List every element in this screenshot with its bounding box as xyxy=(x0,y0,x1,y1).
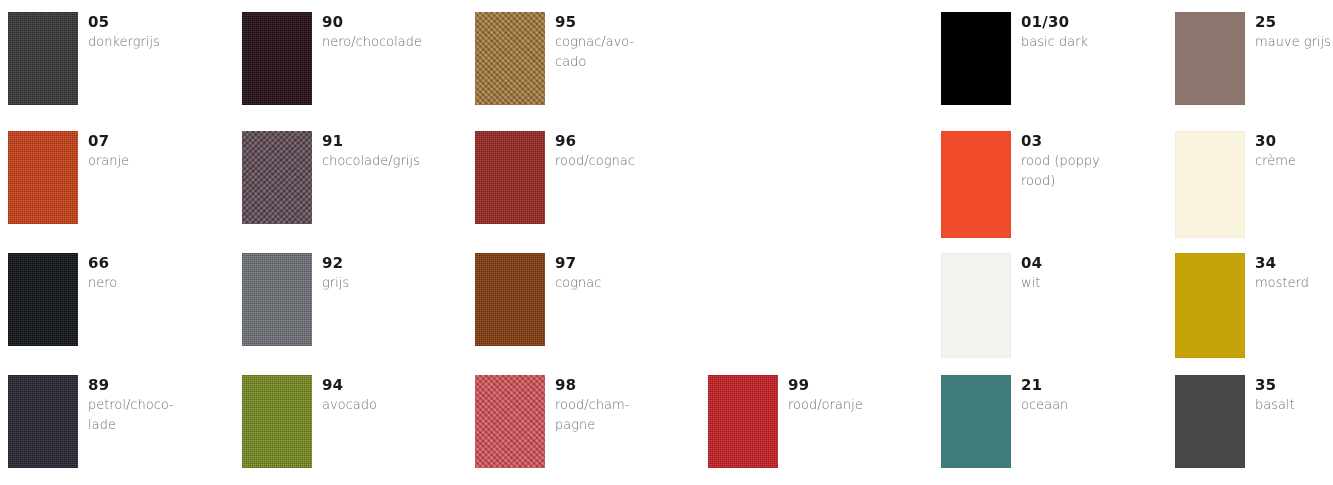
swatch-96[interactable]: 96 rood/cognac xyxy=(475,131,771,241)
color-name: crème xyxy=(1255,154,1296,169)
color-name: mosterd xyxy=(1255,276,1309,291)
color-code: 89 xyxy=(88,376,110,394)
color-chip xyxy=(1175,253,1245,358)
color-code: 30 xyxy=(1255,132,1277,150)
swatch-30[interactable]: 30 crème xyxy=(1175,131,1333,241)
color-chip xyxy=(1175,12,1245,105)
color-name: petrol/choco-lade xyxy=(88,398,174,433)
color-name: nero xyxy=(88,276,118,291)
color-name: basic dark xyxy=(1021,35,1088,50)
color-name: cognac/avo-cado xyxy=(555,35,635,70)
color-name: oceaan xyxy=(1021,398,1069,413)
swatch-04[interactable]: 04 wit xyxy=(941,253,1237,363)
color-chip xyxy=(475,131,545,224)
color-name: cognac xyxy=(555,276,602,291)
color-chip xyxy=(242,253,312,346)
color-code: 25 xyxy=(1255,13,1277,31)
swatch-97[interactable]: 97 cognac xyxy=(475,253,771,363)
color-chip xyxy=(475,12,545,105)
color-code: 91 xyxy=(322,132,344,150)
swatch-89[interactable]: 89 petrol/choco-lade xyxy=(8,375,304,485)
color-name: rood (poppy rood) xyxy=(1021,154,1100,189)
color-chip xyxy=(475,375,545,468)
color-name: mauve grijs xyxy=(1255,35,1331,50)
color-name: avocado xyxy=(322,398,377,413)
color-code: 96 xyxy=(555,132,577,150)
swatch-66[interactable]: 66 nero xyxy=(8,253,304,363)
color-code: 34 xyxy=(1255,254,1277,272)
swatch-07[interactable]: 07 oranje xyxy=(8,131,304,241)
color-code: 01/30 xyxy=(1021,13,1070,31)
color-name: rood/cognac xyxy=(555,154,635,169)
swatch-34[interactable]: 34 mosterd xyxy=(1175,253,1333,363)
color-chip xyxy=(941,131,1011,238)
color-name: grijs xyxy=(322,276,350,291)
color-code: 97 xyxy=(555,254,577,272)
color-chip xyxy=(242,375,312,468)
swatch-94[interactable]: 94 avocado xyxy=(242,375,538,485)
color-name: oranje xyxy=(88,154,130,169)
color-name: chocolade/grijs xyxy=(322,154,420,169)
swatch-03[interactable]: 03 rood (poppy rood) xyxy=(941,131,1237,241)
color-code: 95 xyxy=(555,13,577,31)
color-code: 05 xyxy=(88,13,110,31)
swatch-99[interactable]: 99 rood/oranje xyxy=(708,375,1004,485)
swatch-35[interactable]: 35 basalt xyxy=(1175,375,1333,485)
color-chip xyxy=(8,375,78,468)
color-code: 66 xyxy=(88,254,110,272)
color-chip xyxy=(242,131,312,224)
swatch-01-30[interactable]: 01/30 basic dark xyxy=(941,12,1237,122)
color-code: 90 xyxy=(322,13,344,31)
swatch-98[interactable]: 98 rood/cham-pagne xyxy=(475,375,771,485)
color-code: 04 xyxy=(1021,254,1043,272)
swatch-92[interactable]: 92 grijs xyxy=(242,253,538,363)
color-chip xyxy=(1175,131,1245,238)
color-code: 07 xyxy=(88,132,110,150)
color-code: 35 xyxy=(1255,376,1277,394)
color-code: 99 xyxy=(788,376,810,394)
color-chip xyxy=(8,131,78,224)
color-code: 92 xyxy=(322,254,344,272)
color-name: wit xyxy=(1021,276,1041,291)
color-chip xyxy=(8,253,78,346)
color-name: rood/cham-pagne xyxy=(555,398,630,433)
color-chip xyxy=(941,375,1011,468)
color-chip xyxy=(941,253,1011,358)
color-chip xyxy=(1175,375,1245,468)
color-code: 98 xyxy=(555,376,577,394)
color-code: 94 xyxy=(322,376,344,394)
swatch-91[interactable]: 91 chocolade/grijs xyxy=(242,131,538,241)
color-name: basalt xyxy=(1255,398,1295,413)
color-name: rood/oranje xyxy=(788,398,863,413)
color-name: nero/chocolade xyxy=(322,35,422,50)
swatch-05[interactable]: 05 donkergrijs xyxy=(8,12,304,122)
color-chip xyxy=(475,253,545,346)
color-chip xyxy=(242,12,312,105)
color-chip xyxy=(941,12,1011,105)
color-code: 21 xyxy=(1021,376,1043,394)
swatch-25[interactable]: 25 mauve grijs xyxy=(1175,12,1333,122)
swatch-95[interactable]: 95 cognac/avo-cado xyxy=(475,12,771,122)
swatch-90[interactable]: 90 nero/chocolade xyxy=(242,12,538,122)
swatch-21[interactable]: 21 oceaan xyxy=(941,375,1237,485)
color-code: 03 xyxy=(1021,132,1043,150)
color-chip xyxy=(708,375,778,468)
color-name: donkergrijs xyxy=(88,35,160,50)
color-chip xyxy=(8,12,78,105)
